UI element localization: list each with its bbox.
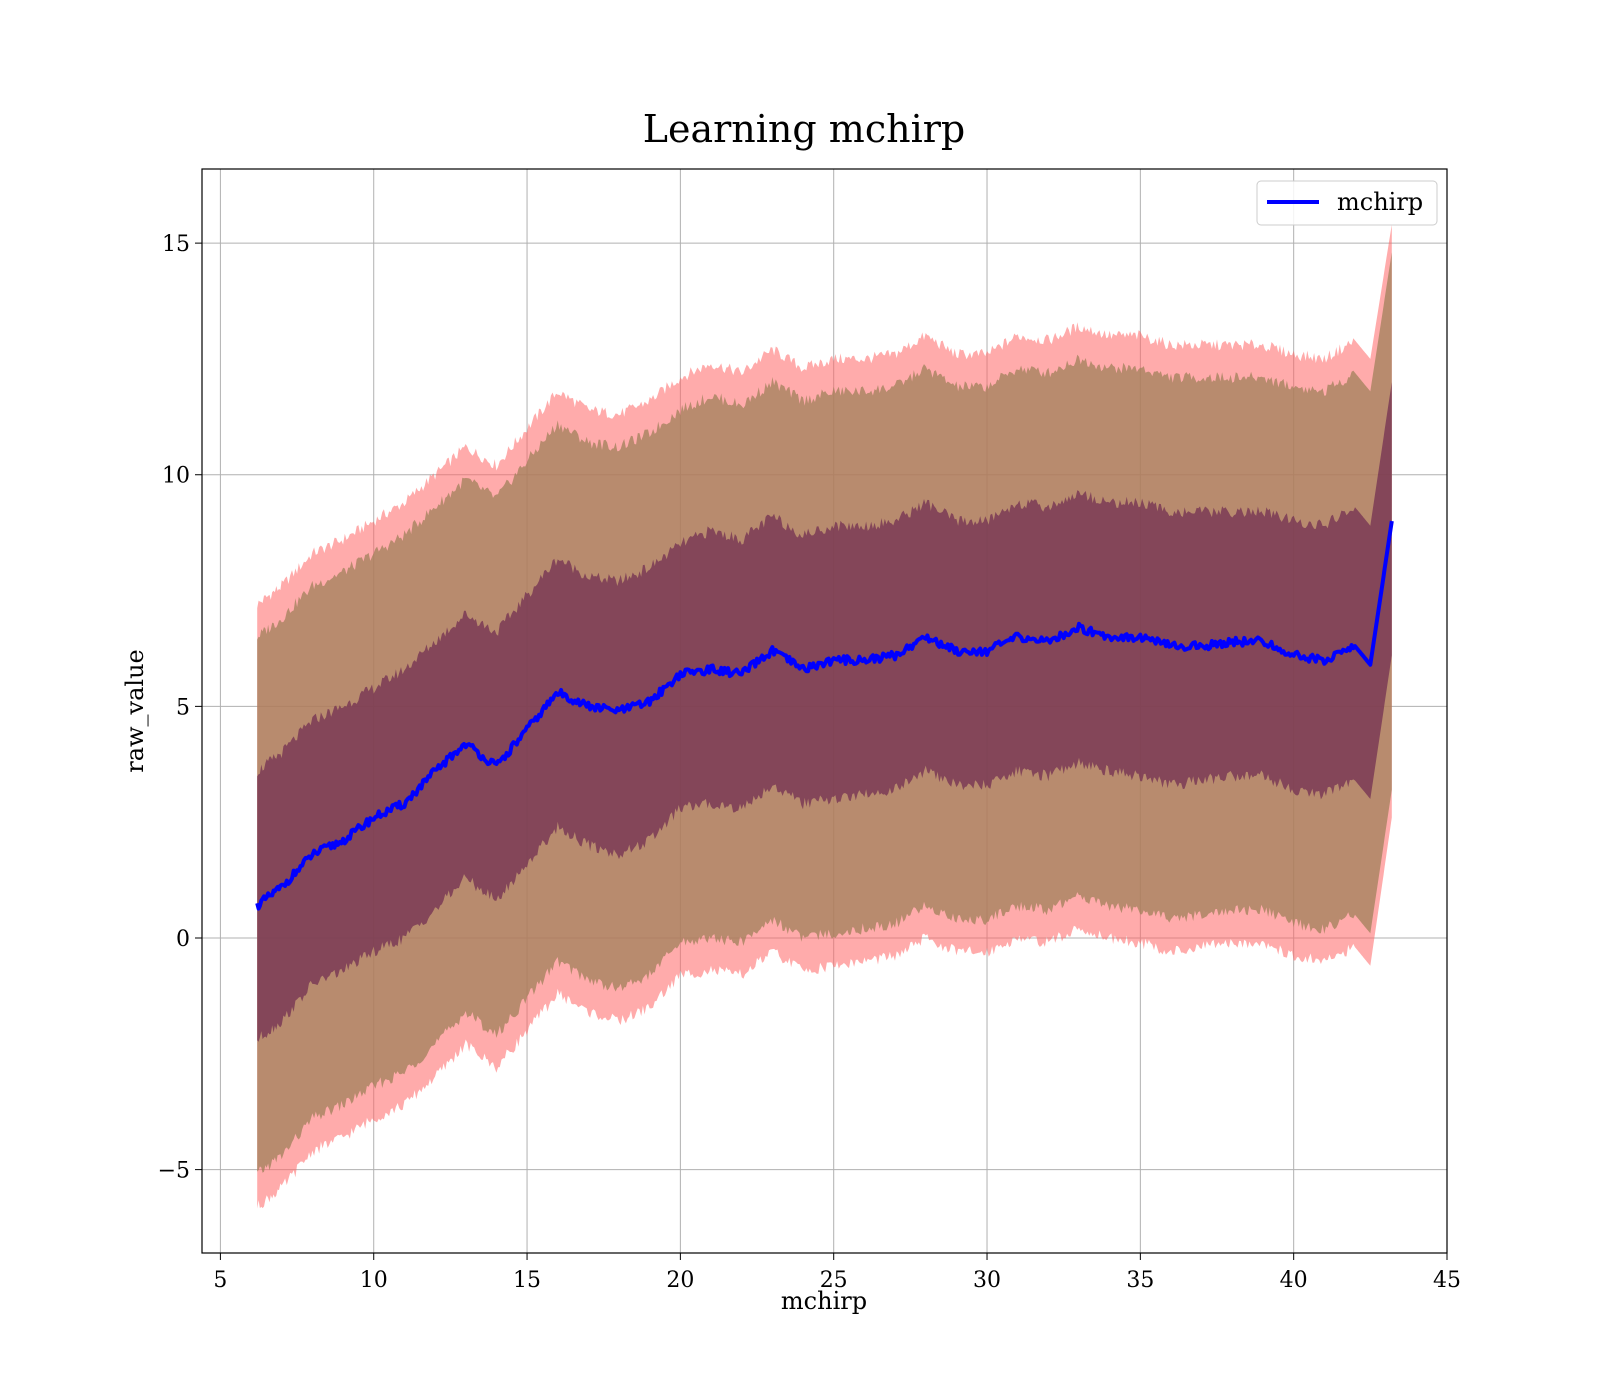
- x-axis-label: mchirp: [781, 1287, 867, 1315]
- y-tick-label: 10: [162, 464, 190, 489]
- chart-title: Learning mchirp: [643, 107, 965, 151]
- y-tick-label: −5: [158, 1159, 190, 1184]
- legend-label-mchirp: mchirp: [1337, 188, 1423, 216]
- legend: mchirp: [1256, 180, 1438, 226]
- x-tick-label: 25: [820, 1268, 848, 1293]
- x-tick-label: 20: [666, 1268, 694, 1293]
- x-tick-label: 40: [1280, 1268, 1308, 1293]
- x-tick-label: 5: [213, 1268, 227, 1293]
- y-axis-label: raw_value: [121, 649, 149, 773]
- plot-frame: [201, 168, 1448, 1254]
- tick-layer: 5 10 15 20 25 30 35 40 45 −5 0 5 10 15: [158, 232, 1461, 1293]
- y-tick-label: 0: [176, 927, 190, 952]
- x-tick-label: 10: [360, 1268, 388, 1293]
- x-tick-label: 30: [973, 1268, 1001, 1293]
- x-tick-label: 35: [1126, 1268, 1154, 1293]
- y-tick-label: 15: [162, 232, 190, 257]
- inner-band: [257, 382, 1392, 1042]
- legend-box: [1256, 180, 1438, 226]
- series-line-mchirp: [255, 520, 1394, 911]
- x-tick-label: 15: [513, 1268, 541, 1293]
- y-tick-label: 5: [176, 695, 190, 720]
- x-tick-label: 45: [1433, 1268, 1461, 1293]
